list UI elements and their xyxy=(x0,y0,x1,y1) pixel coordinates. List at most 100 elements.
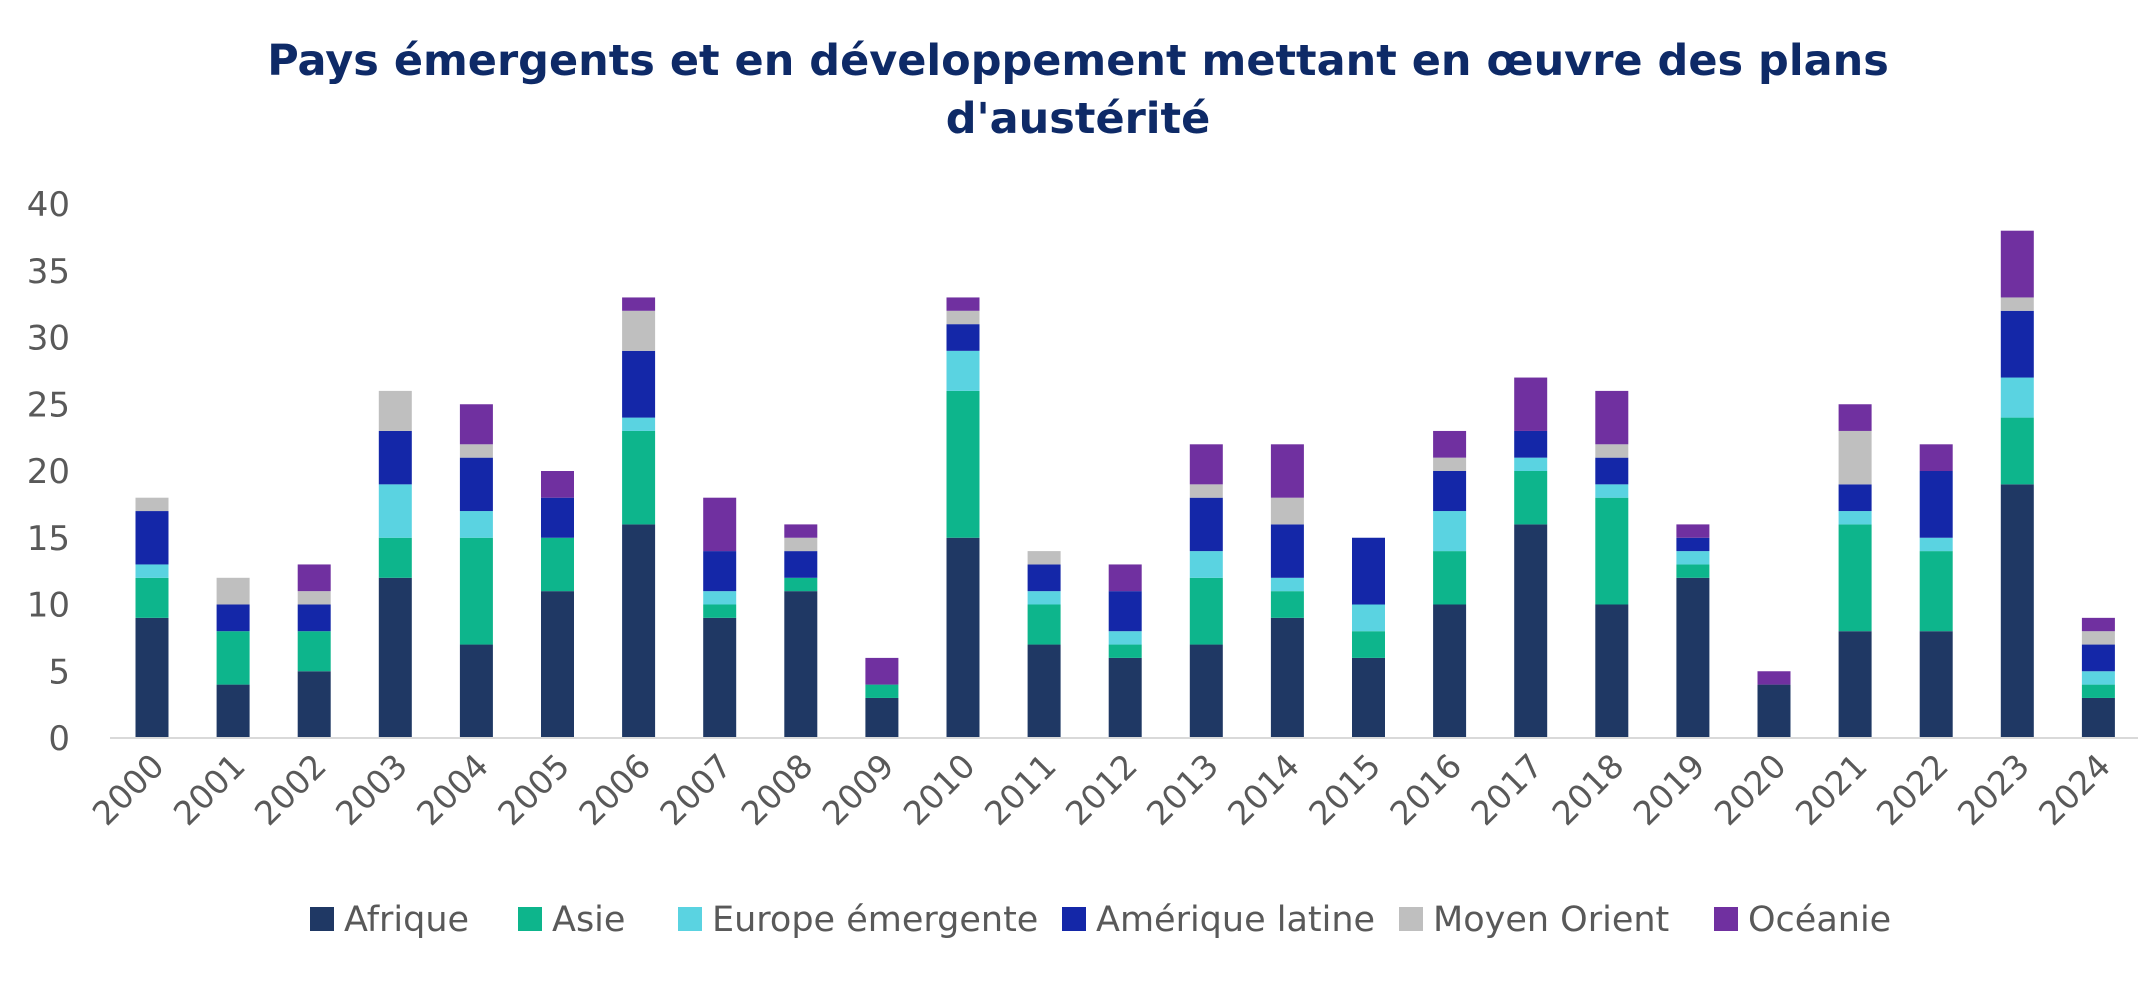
legend-swatch xyxy=(678,907,702,931)
bar-segment-afrique-2016 xyxy=(1433,604,1467,738)
bar-segment-moyen-orient-2011 xyxy=(1027,551,1061,565)
bar-segment-amérique-latine-2013 xyxy=(1189,497,1223,552)
bar-segment-océanie-2010 xyxy=(946,297,980,311)
bar-segment-afrique-2014 xyxy=(1270,617,1304,738)
bar-segment-océanie-2024 xyxy=(2081,617,2115,632)
bar-segment-europe-émergente-2015 xyxy=(1352,604,1385,632)
bar-segment-amérique-latine-2022 xyxy=(1919,471,1953,538)
bar-segment-afrique-2007 xyxy=(703,617,737,738)
bar-segment-afrique-2023 xyxy=(2000,484,2034,738)
x-tick-label: 2009 xyxy=(815,746,902,833)
bar-segment-europe-émergente-2010 xyxy=(946,350,980,391)
y-tick-label: 10 xyxy=(27,586,70,626)
bars xyxy=(135,230,2115,738)
bar-segment-asie-2001 xyxy=(216,631,250,685)
bar-segment-océanie-2021 xyxy=(1838,404,1872,431)
bar-segment-amérique-latine-2023 xyxy=(2000,310,2034,378)
bar-segment-moyen-orient-2001 xyxy=(216,577,250,605)
bar-segment-europe-émergente-2019 xyxy=(1676,551,1710,565)
bar-segment-asie-2019 xyxy=(1676,564,1710,578)
bar-segment-amérique-latine-2021 xyxy=(1838,484,1872,512)
bar-segment-asie-2015 xyxy=(1352,631,1385,658)
bar-segment-europe-émergente-2000 xyxy=(135,564,169,578)
bar-segment-amérique-latine-2006 xyxy=(622,350,656,418)
bar-segment-afrique-2011 xyxy=(1027,644,1061,738)
bar-segment-océanie-2023 xyxy=(2000,230,2034,298)
bar-segment-océanie-2018 xyxy=(1595,390,1629,445)
x-tick-label: 2001 xyxy=(166,746,253,833)
bar-segment-asie-2012 xyxy=(1108,644,1142,658)
bar-segment-europe-émergente-2006 xyxy=(622,417,656,431)
bar-segment-asie-2021 xyxy=(1838,524,1872,632)
bar-segment-amérique-latine-2003 xyxy=(378,430,412,485)
bar-segment-afrique-2022 xyxy=(1919,631,1953,738)
bar-segment-europe-émergente-2016 xyxy=(1433,511,1467,552)
bar-segment-afrique-2024 xyxy=(2081,697,2115,738)
y-axis-ticks: 0 5 10 15 20 25 30 35 40 xyxy=(27,185,70,759)
bar-segment-afrique-2019 xyxy=(1676,577,1710,738)
bar-segment-moyen-orient-2018 xyxy=(1595,444,1629,458)
x-tick-label: 2008 xyxy=(733,746,820,833)
bar-segment-océanie-2013 xyxy=(1189,444,1223,485)
bar-segment-afrique-2012 xyxy=(1108,657,1142,738)
bar-segment-europe-émergente-2021 xyxy=(1838,511,1872,525)
bar-segment-océanie-2007 xyxy=(703,497,737,552)
x-tick-label: 2015 xyxy=(1301,746,1388,833)
x-tick-label: 2005 xyxy=(490,746,577,833)
legend-swatch xyxy=(1062,907,1086,931)
bar-segment-europe-émergente-2007 xyxy=(703,591,737,605)
bar-segment-moyen-orient-2000 xyxy=(135,497,169,512)
bar-segment-amérique-latine-2007 xyxy=(703,551,737,592)
x-tick-label: 2022 xyxy=(1869,746,1956,833)
bar-segment-afrique-2017 xyxy=(1514,524,1548,738)
bar-segment-océanie-2022 xyxy=(1919,444,1953,471)
x-tick-label: 2007 xyxy=(652,746,739,833)
bar-segment-europe-émergente-2018 xyxy=(1595,484,1629,498)
bar-segment-moyen-orient-2006 xyxy=(622,310,656,351)
bar-segment-moyen-orient-2002 xyxy=(297,591,331,605)
bar-segment-asie-2018 xyxy=(1595,497,1629,605)
x-tick-label: 2006 xyxy=(571,746,658,833)
bar-segment-europe-émergente-2003 xyxy=(378,484,412,538)
bar-segment-moyen-orient-2010 xyxy=(946,310,980,325)
y-tick-label: 15 xyxy=(27,519,70,559)
bar-segment-amérique-latine-2017 xyxy=(1514,430,1548,458)
bar-segment-asie-2024 xyxy=(2081,684,2115,698)
chart-title-line-2: d'austérité xyxy=(945,94,1211,144)
bar-segment-amérique-latine-2002 xyxy=(297,604,331,632)
bar-segment-moyen-orient-2004 xyxy=(459,444,493,458)
bar-segment-amérique-latine-2001 xyxy=(216,604,250,632)
bar-segment-asie-2023 xyxy=(2000,417,2034,485)
x-tick-label: 2004 xyxy=(409,746,496,833)
x-tick-label: 2016 xyxy=(1382,746,1469,833)
bar-segment-asie-2016 xyxy=(1433,551,1467,605)
bar-segment-afrique-2004 xyxy=(459,644,493,738)
legend-label: Afrique xyxy=(344,900,469,940)
x-tick-label: 2020 xyxy=(1707,746,1794,833)
bar-segment-afrique-2020 xyxy=(1757,684,1791,738)
legend-swatch xyxy=(310,907,334,931)
bar-segment-amérique-latine-2004 xyxy=(459,457,493,512)
bar-segment-océanie-2005 xyxy=(541,471,574,498)
bar-segment-asie-2000 xyxy=(135,577,169,618)
bar-segment-océanie-2020 xyxy=(1757,671,1791,685)
chart-title-line-1: Pays émergents et en développement metta… xyxy=(267,36,1889,86)
bar-segment-europe-émergente-2004 xyxy=(459,511,493,538)
bar-segment-asie-2011 xyxy=(1027,604,1061,645)
bar-segment-europe-émergente-2023 xyxy=(2000,377,2034,418)
bar-segment-afrique-2002 xyxy=(297,671,331,738)
bar-segment-europe-émergente-2024 xyxy=(2081,671,2115,685)
bar-segment-océanie-2004 xyxy=(459,404,493,445)
bar-segment-afrique-2010 xyxy=(946,537,980,738)
bar-segment-amérique-latine-2010 xyxy=(946,324,980,351)
bar-segment-moyen-orient-2008 xyxy=(784,537,818,552)
x-tick-label: 2024 xyxy=(2031,746,2118,833)
bar-segment-amérique-latine-2012 xyxy=(1108,591,1142,632)
legend-label: Asie xyxy=(552,900,625,940)
bar-segment-afrique-2003 xyxy=(378,577,412,738)
bar-segment-asie-2010 xyxy=(946,390,980,538)
bar-segment-moyen-orient-2024 xyxy=(2081,631,2115,645)
x-tick-label: 2000 xyxy=(85,746,172,833)
bar-segment-asie-2005 xyxy=(541,537,574,592)
